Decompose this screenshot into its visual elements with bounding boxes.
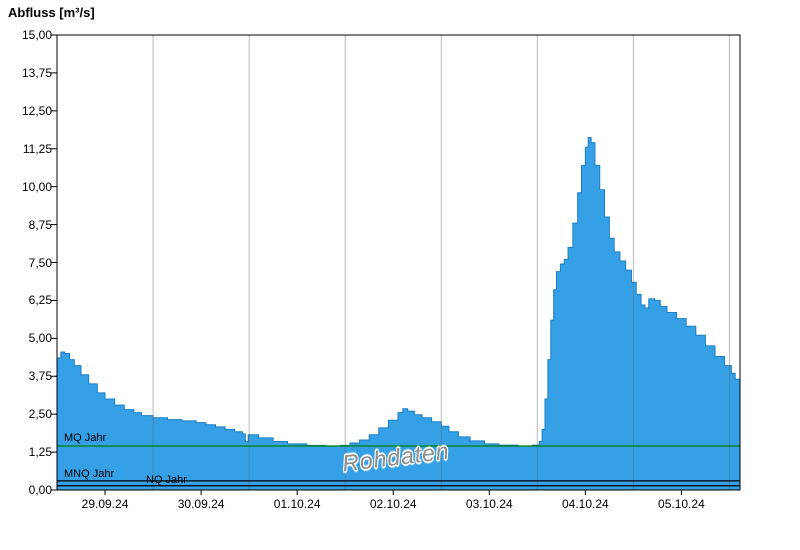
ref-label-nq: NQ Jahr bbox=[146, 473, 187, 486]
y-tick-label: 5,00 bbox=[28, 331, 52, 346]
y-tick-label: 3,75 bbox=[28, 369, 52, 384]
y-tick-label: 7,50 bbox=[28, 255, 52, 270]
x-tick-label: 29.09.24 bbox=[81, 497, 129, 511]
y-tick-label: 13,75 bbox=[21, 65, 52, 80]
x-tick-label: 05.10.24 bbox=[658, 497, 705, 511]
y-tick-label: 15,00 bbox=[21, 28, 52, 42]
x-tick-label: 03.10.24 bbox=[465, 497, 513, 511]
y-tick-label: 2,50 bbox=[28, 407, 52, 422]
y-tick-label: 0,00 bbox=[28, 483, 52, 497]
y-axis-title: Abfluss [m³/s] bbox=[8, 5, 95, 20]
x-tick-label: 01.10.24 bbox=[273, 497, 321, 511]
x-tick-label: 02.10.24 bbox=[369, 497, 417, 511]
ref-label-mnq: MNQ Jahr bbox=[64, 467, 115, 480]
y-tick-label: 6,25 bbox=[28, 293, 52, 308]
y-tick-label: 10,00 bbox=[21, 179, 52, 194]
x-tick-label: 30.09.24 bbox=[177, 497, 225, 511]
ref-label-mq: MQ Jahr bbox=[64, 432, 107, 445]
x-tick-label: 04.10.24 bbox=[561, 497, 609, 511]
y-tick-label: 1,25 bbox=[28, 445, 52, 460]
y-tick-label: 11,25 bbox=[22, 141, 52, 156]
y-tick-label: 12,50 bbox=[21, 103, 52, 118]
discharge-area bbox=[57, 137, 740, 490]
y-tick-label: 8,75 bbox=[28, 217, 52, 232]
discharge-curve bbox=[57, 137, 741, 447]
